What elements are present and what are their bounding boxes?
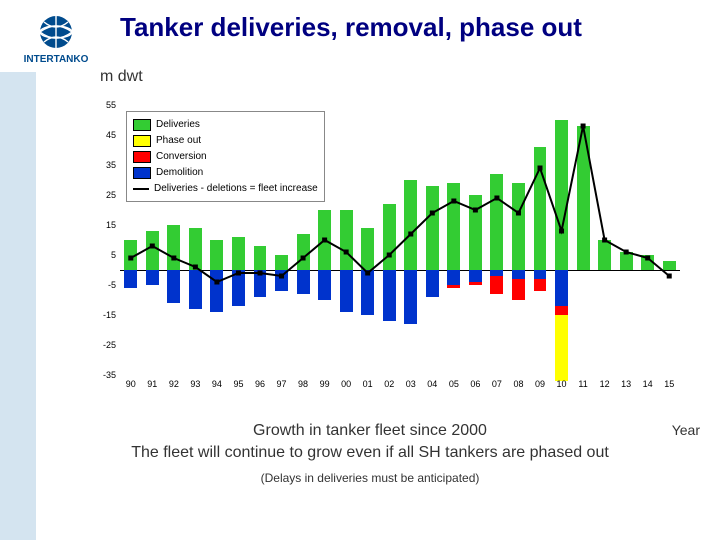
x-tick-label: 05 (449, 379, 459, 389)
x-tick-label: 00 (341, 379, 351, 389)
logo-text: INTERTANKO (24, 54, 89, 65)
legend-label: Conversion (156, 149, 207, 164)
x-tick-label: 14 (643, 379, 653, 389)
x-tick-label: 03 (406, 379, 416, 389)
net-line-marker (214, 280, 219, 285)
net-line-marker (645, 256, 650, 261)
x-tick-label: 10 (557, 379, 567, 389)
net-line-marker (301, 256, 306, 261)
legend-item: Conversion (133, 149, 318, 164)
net-line-marker (171, 256, 176, 261)
x-tick-label: 90 (126, 379, 136, 389)
x-tick-label: 98 (298, 379, 308, 389)
net-line-marker (624, 250, 629, 255)
net-line-marker (430, 211, 435, 216)
legend-swatch (133, 151, 151, 163)
net-line-marker (667, 274, 672, 279)
x-tick-label: 91 (147, 379, 157, 389)
net-line-marker (150, 244, 155, 249)
caption-line-1: Growth in tanker fleet since 2000 (253, 422, 487, 439)
net-line-marker (473, 208, 478, 213)
x-tick-label: 11 (578, 379, 587, 389)
net-line-marker (408, 232, 413, 237)
x-tick-label: 02 (384, 379, 394, 389)
net-line-marker (602, 238, 607, 243)
legend-swatch (133, 135, 151, 147)
y-tick-label: 35 (92, 160, 116, 170)
x-tick-label: 93 (190, 379, 200, 389)
y-tick-label: 5 (92, 250, 116, 260)
caption-sub: (Delays in deliveries must be anticipate… (90, 471, 650, 485)
legend-swatch (133, 188, 149, 190)
x-tick-label: 96 (255, 379, 265, 389)
net-line-marker (516, 211, 521, 216)
chart-legend: DeliveriesPhase outConversionDemolitionD… (126, 111, 325, 202)
side-accent-bar (0, 72, 36, 540)
net-line-marker (451, 199, 456, 204)
net-line-marker (236, 271, 241, 276)
legend-item: Deliveries (133, 117, 318, 132)
net-line-marker (128, 256, 133, 261)
x-tick-label: 13 (621, 379, 631, 389)
x-tick-label: 97 (277, 379, 287, 389)
x-tick-label: 08 (513, 379, 523, 389)
legend-label: Demolition (156, 165, 203, 180)
intertanko-logo: INTERTANKO (6, 12, 106, 68)
net-line-marker (344, 250, 349, 255)
plot-area: DeliveriesPhase outConversionDemolitionD… (120, 105, 680, 375)
y-axis-unit-label: m dwt (100, 68, 143, 86)
y-tick-label: -25 (92, 340, 116, 350)
legend-swatch (133, 167, 151, 179)
legend-label: Deliveries (156, 117, 200, 132)
caption-main: Growth in tanker fleet since 2000 The fl… (90, 420, 650, 465)
x-tick-label: 09 (535, 379, 545, 389)
net-line-marker (494, 196, 499, 201)
x-tick-label: 99 (320, 379, 330, 389)
net-line-marker (322, 238, 327, 243)
legend-item: Demolition (133, 165, 318, 180)
x-tick-label: 12 (600, 379, 610, 389)
net-line-marker (258, 271, 263, 276)
net-line-marker (387, 253, 392, 258)
x-tick-label: 06 (470, 379, 480, 389)
x-tick-label: 92 (169, 379, 179, 389)
legend-label: Deliveries - deletions = fleet increase (154, 181, 318, 196)
x-tick-label: 04 (427, 379, 437, 389)
x-axis-label: Year (672, 422, 700, 438)
net-line-marker (538, 166, 543, 171)
net-line-marker (279, 274, 284, 279)
slide-title: Tanker deliveries, removal, phase out (120, 12, 582, 43)
net-line-marker (193, 265, 198, 270)
y-tick-label: 55 (92, 100, 116, 110)
net-line-marker (581, 124, 586, 129)
y-tick-label: 25 (92, 190, 116, 200)
net-line-marker (559, 229, 564, 234)
x-tick-label: 94 (212, 379, 222, 389)
caption-block: Growth in tanker fleet since 2000 The fl… (90, 420, 650, 485)
y-tick-label: 45 (92, 130, 116, 140)
legend-item: Phase out (133, 133, 318, 148)
chart-container: DeliveriesPhase outConversionDemolitionD… (90, 95, 690, 405)
net-line-marker (365, 271, 370, 276)
x-tick-label: 07 (492, 379, 502, 389)
y-tick-label: 15 (92, 220, 116, 230)
legend-swatch (133, 119, 151, 131)
caption-line-2: The fleet will continue to grow even if … (131, 444, 609, 461)
y-tick-label: -35 (92, 370, 116, 380)
y-tick-label: -5 (92, 280, 116, 290)
x-tick-label: 15 (664, 379, 674, 389)
y-tick-label: -15 (92, 310, 116, 320)
x-tick-label: 95 (233, 379, 243, 389)
x-tick-label: 01 (363, 379, 373, 389)
legend-item: Deliveries - deletions = fleet increase (133, 181, 318, 196)
legend-label: Phase out (156, 133, 201, 148)
